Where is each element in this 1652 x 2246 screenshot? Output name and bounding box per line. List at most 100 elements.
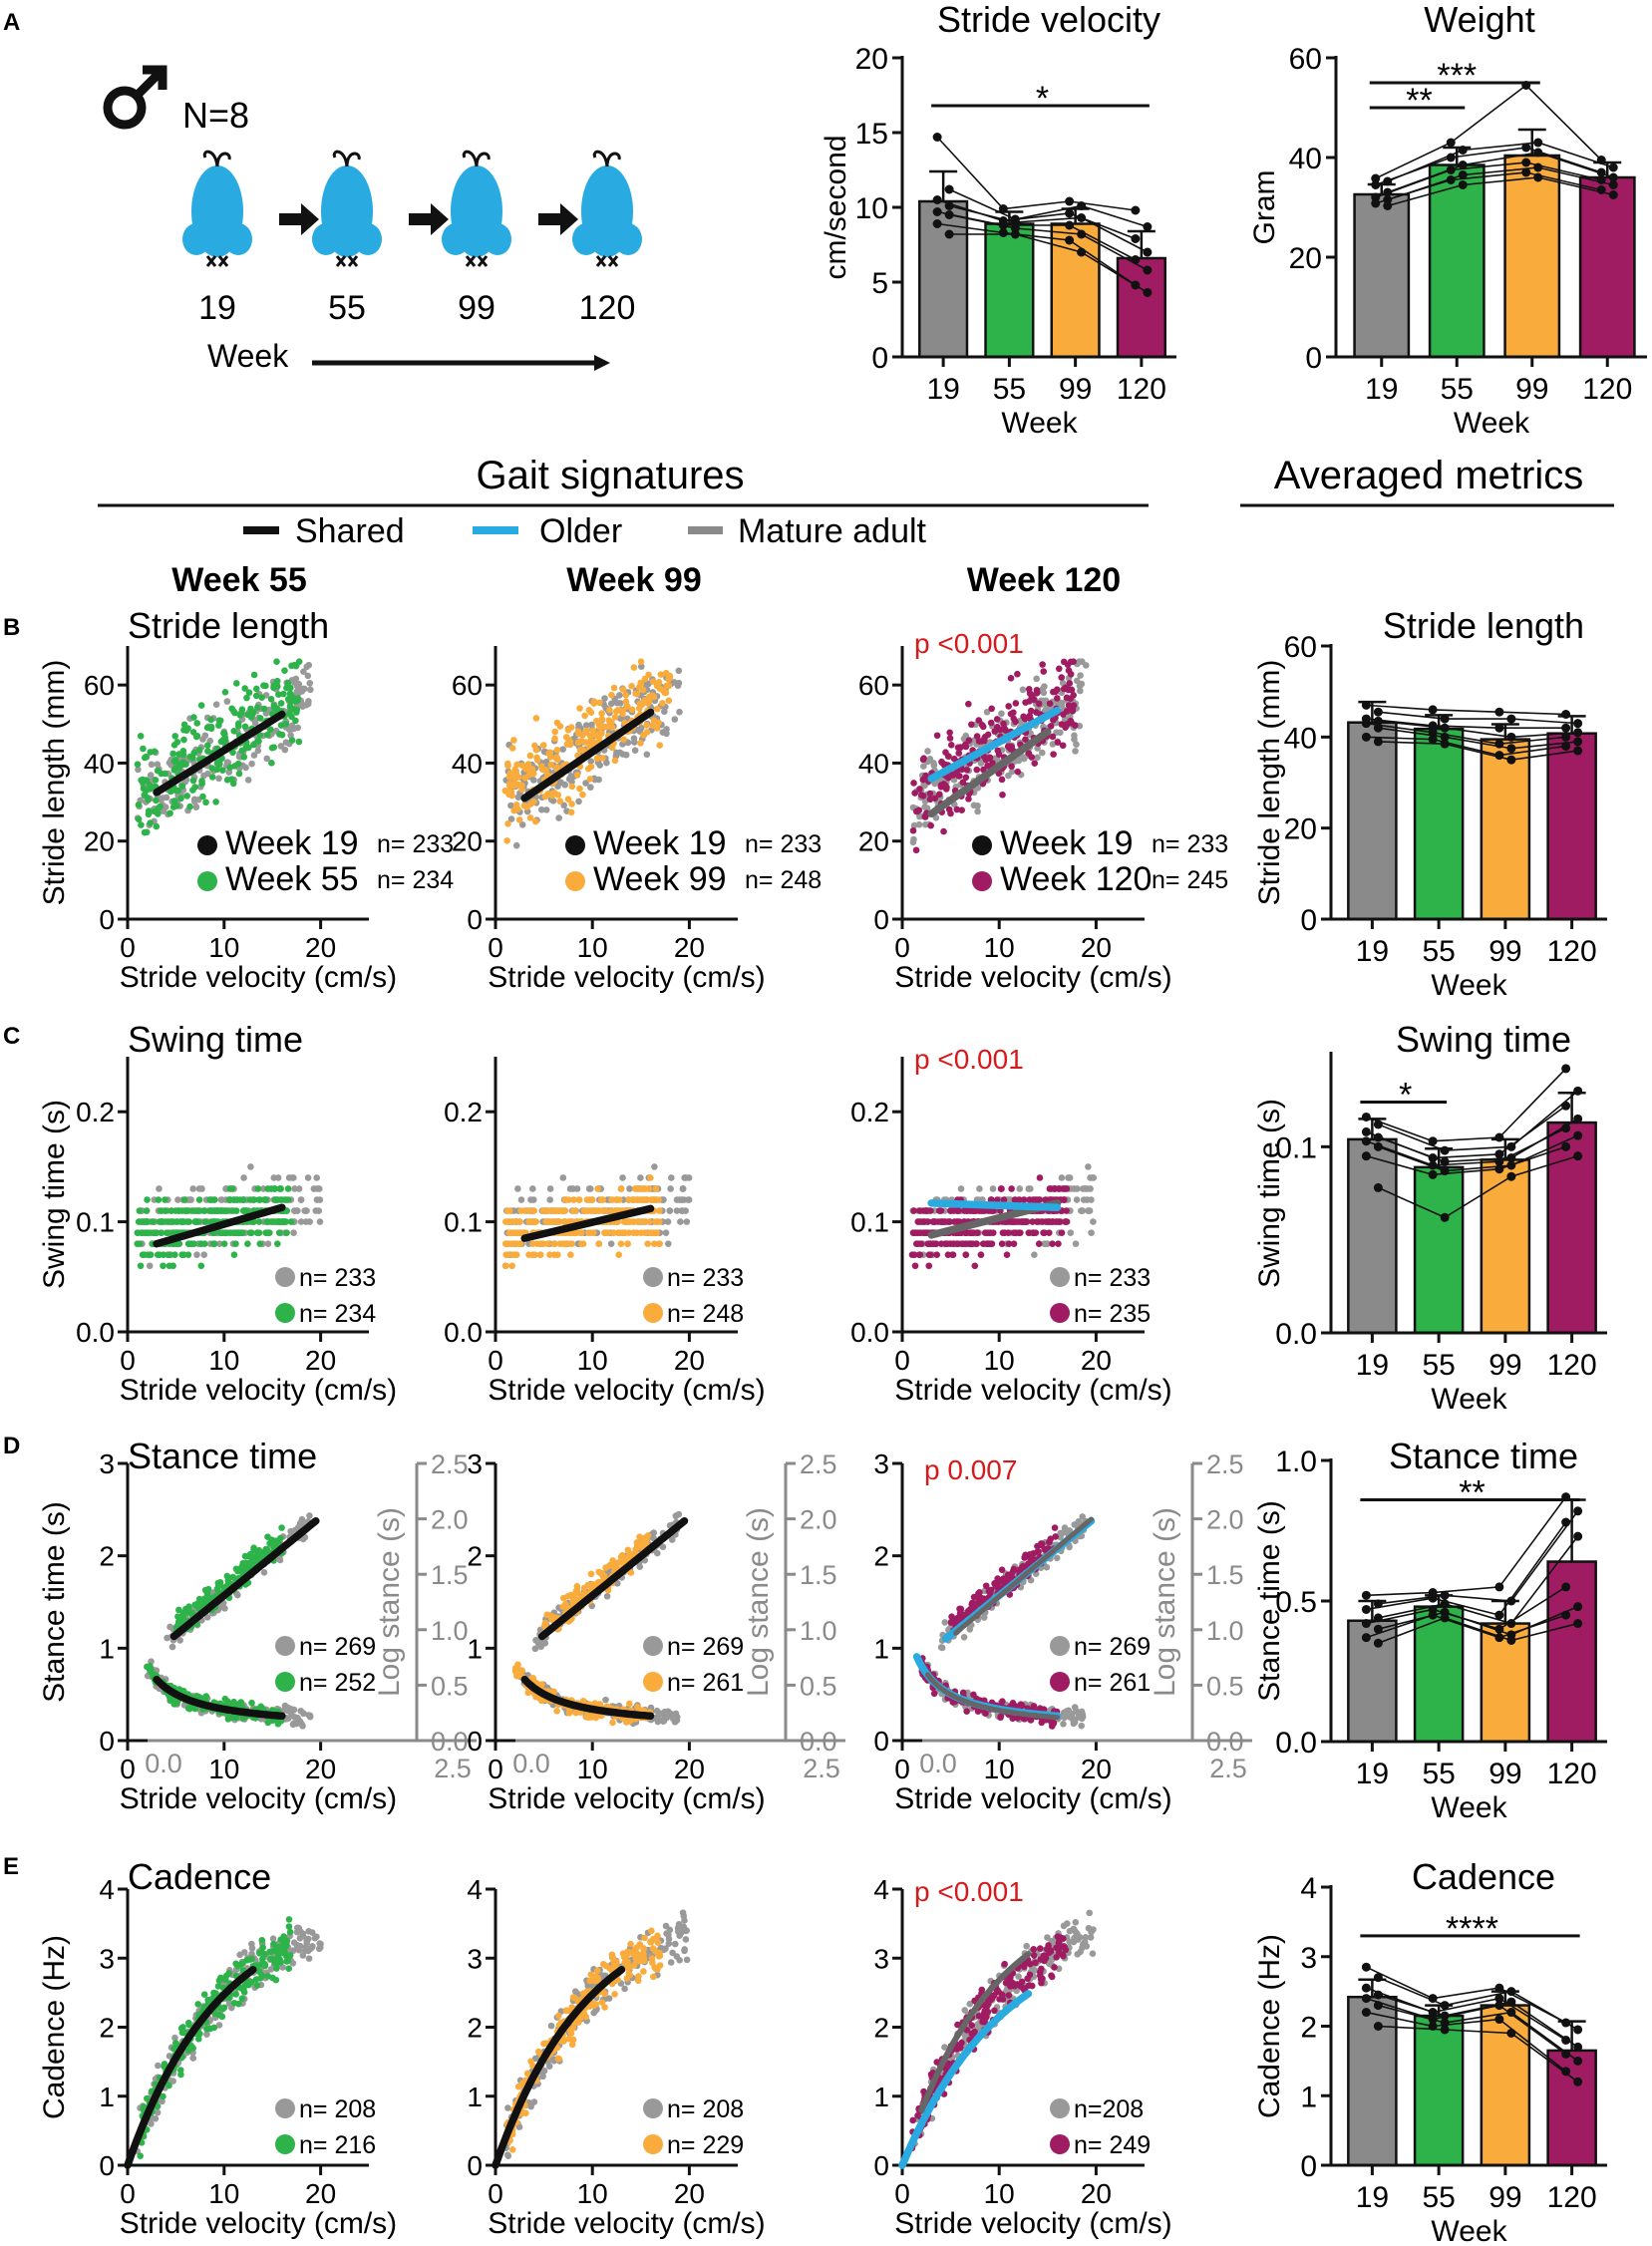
secondary-x-tick-label: 2.5 <box>1209 1754 1247 1783</box>
legend-marker <box>275 1672 295 1692</box>
scatter-point <box>313 1174 321 1181</box>
scatter-point <box>564 1240 572 1247</box>
y-tick-label: 0.0 <box>850 1317 889 1348</box>
scatter-point <box>615 1251 622 1259</box>
scatter-point <box>254 747 262 755</box>
scatter-point <box>315 1207 323 1214</box>
scatter-point <box>653 1218 661 1225</box>
scatter-point <box>546 1185 554 1192</box>
scatter-point <box>589 738 597 746</box>
scatter-point <box>542 806 550 813</box>
column-title-week-120: Week 120 <box>967 561 1121 599</box>
mouse-timeline: 19 55 99 120 <box>182 150 642 327</box>
y-tick-label: 40 <box>84 748 115 779</box>
legend-marker <box>275 1303 295 1323</box>
y-tick-label: 0.1 <box>850 1207 889 1238</box>
mouse-icon: 55 <box>312 150 449 327</box>
scatter-point <box>288 713 295 721</box>
scatter-point <box>569 1207 577 1214</box>
scatter-point <box>526 752 534 760</box>
y-tick-label: 0.2 <box>444 1097 483 1127</box>
scatter-point <box>560 802 568 809</box>
mouse-tail <box>202 150 231 167</box>
scatter-point <box>250 741 257 749</box>
scatter-point <box>1014 768 1022 776</box>
scatter-point <box>276 731 283 738</box>
scatter-point <box>281 1702 289 1710</box>
scatter-point <box>594 1207 602 1214</box>
subject-point <box>1506 755 1516 765</box>
scatter-point <box>221 730 228 738</box>
scatter-point <box>548 790 556 798</box>
scatter-point <box>158 1218 165 1225</box>
scatter-point <box>564 796 572 802</box>
scatter-point <box>1029 1218 1036 1225</box>
x-tick-label: 0 <box>488 1754 503 1784</box>
subject-point <box>1440 1145 1450 1155</box>
scatter-point <box>261 1196 269 1203</box>
scatter-point <box>146 1663 153 1671</box>
panel-letter-d: D <box>3 1433 20 1459</box>
scatter-point <box>605 717 613 724</box>
scatter-point <box>223 698 231 705</box>
scatter-point <box>637 658 645 665</box>
scatter-point <box>248 1699 255 1707</box>
scatter-point <box>168 1643 176 1651</box>
x-tick-label: 99 <box>1488 1349 1521 1382</box>
scatter-point <box>632 690 639 697</box>
scatter-point <box>650 717 658 725</box>
scatter-point <box>621 1556 629 1564</box>
x-tick-label: 55 <box>1422 1349 1455 1382</box>
p-value-label: p <0.001 <box>914 1044 1024 1075</box>
scatter-point <box>153 822 161 830</box>
scatter-point <box>567 1251 574 1259</box>
scatter-point <box>573 772 581 779</box>
scatter-point <box>180 721 188 729</box>
scatter-point <box>659 700 666 707</box>
scatter-point <box>1058 1174 1066 1181</box>
scatter-point <box>559 746 566 753</box>
scatter-point <box>529 1251 536 1259</box>
scatter-point <box>624 1546 632 1554</box>
scatter-point <box>210 1240 218 1247</box>
scatter-point <box>981 1229 989 1236</box>
scatter-point <box>291 725 298 732</box>
scatter-point <box>210 1196 218 1203</box>
scatter-point <box>296 1718 304 1726</box>
x-tick-label: 20 <box>674 932 705 963</box>
scatter-point <box>304 672 312 680</box>
scatter-point <box>245 1561 252 1568</box>
scatter-point <box>1007 675 1015 682</box>
scatter-point <box>245 1553 253 1560</box>
scatter-point <box>927 1207 934 1214</box>
scatter-point <box>1042 1240 1050 1247</box>
mouse-foot <box>572 223 600 255</box>
scatter-point <box>641 1229 649 1236</box>
scatter-point <box>143 1218 151 1225</box>
secondary-y-tick-label: 1.0 <box>1206 1616 1244 1646</box>
scatter-point <box>918 792 925 799</box>
scatter-point <box>186 802 193 810</box>
scatter-point <box>586 776 594 783</box>
scatter-point <box>201 732 209 740</box>
scatter-point <box>215 717 223 724</box>
scatter-point <box>1052 688 1059 696</box>
scatter-point <box>147 772 155 779</box>
scatter-point <box>230 728 238 735</box>
subject-point <box>1494 723 1504 733</box>
scatter-point <box>1088 1229 1095 1236</box>
bar <box>1413 727 1465 921</box>
scatter-point <box>173 802 180 809</box>
scatter-point <box>262 1229 269 1236</box>
scatter-point <box>662 1229 670 1236</box>
scatter-point <box>583 1714 590 1721</box>
scatter-point <box>1062 1218 1070 1225</box>
scatter-point <box>267 695 275 703</box>
mouse-foot <box>442 223 470 255</box>
scatter-point <box>297 1196 305 1203</box>
scatter-point <box>287 698 295 705</box>
subject-point <box>1573 746 1583 756</box>
scatter-point <box>1071 732 1078 740</box>
scatter-point <box>595 730 603 738</box>
scatter-point <box>252 692 260 700</box>
